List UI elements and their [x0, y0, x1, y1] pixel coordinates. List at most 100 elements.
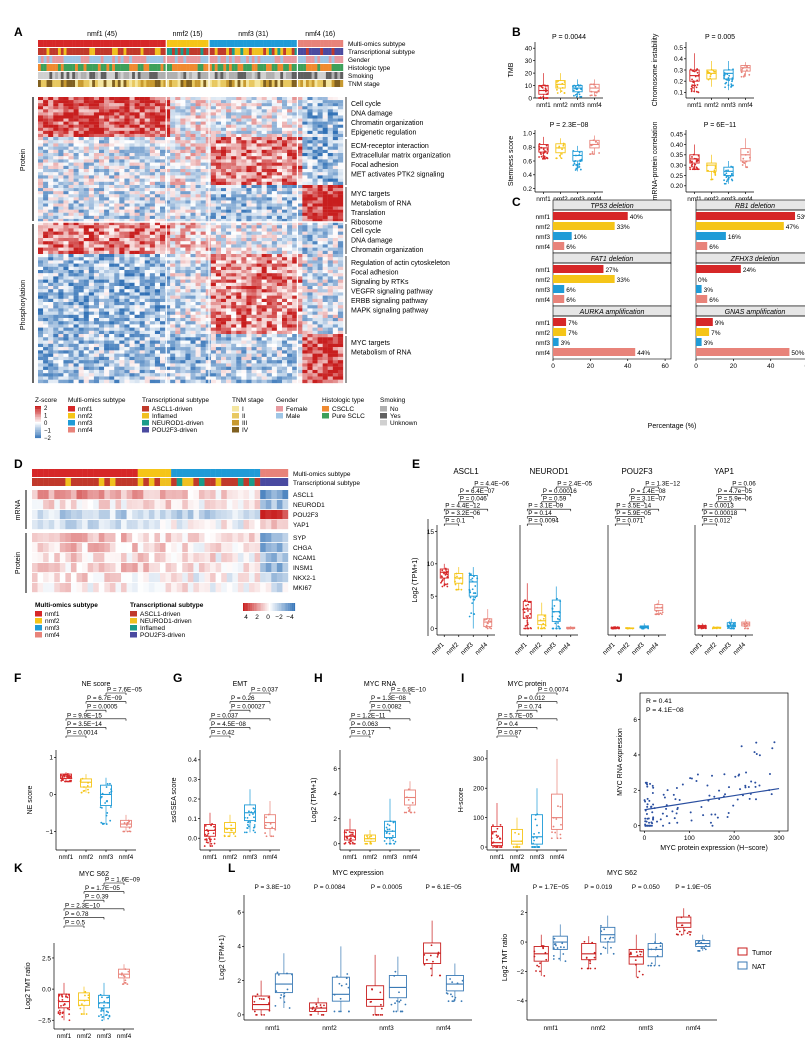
panelA-heat-cell [256, 118, 262, 122]
panelA-heat-cell [58, 200, 64, 204]
panelA-heat-cell [154, 130, 161, 135]
panelA-heat-cell [129, 100, 135, 104]
panelA-heat-cell [180, 238, 186, 242]
panelA-track-cell [129, 40, 133, 47]
panelA-heat-cell [317, 212, 323, 216]
panelA-heat-cell [261, 222, 267, 226]
panelA-heat-cell [210, 133, 217, 138]
panelA-heat-cell [210, 295, 217, 299]
panelA-heat-cell [307, 115, 313, 119]
panelA-heat-cell [53, 146, 59, 150]
panelA-heat-cell [236, 115, 242, 119]
panelA-heat-cell [144, 181, 150, 186]
panelA-heat-cell [332, 308, 339, 312]
panelA-heat-cell [307, 234, 313, 239]
panelA-heat-cell [43, 321, 49, 325]
panelA-heat-cell [53, 241, 59, 245]
panelA-heat-cell [53, 124, 59, 128]
panelA-heat-cell [200, 298, 206, 303]
panelA-heat-cell [251, 121, 257, 125]
panelA-heat-cell [63, 127, 69, 131]
panelA-track-cell [200, 48, 204, 55]
panelA-heat-cell [114, 286, 120, 290]
panelA-track-cell [60, 40, 64, 47]
panelA-heat-cell [175, 169, 181, 173]
panelA-heat-cell [99, 314, 105, 319]
panelA-heat-cell [241, 238, 247, 242]
panelA-heat-cell [83, 266, 89, 271]
panelA-track-cell [268, 64, 272, 71]
panelA-track-cell [254, 72, 258, 79]
panelA-heat-cell [266, 215, 272, 220]
panelA-heat-cell [221, 103, 227, 107]
panelA-heat-cell [246, 254, 252, 258]
panelA-heat-cell [170, 178, 176, 182]
panelA-heat-cell [124, 118, 130, 122]
panelA-heat-cell [109, 298, 115, 303]
panelA-heat-cell [170, 203, 176, 207]
panelA-heat-cell [266, 289, 272, 293]
panelA-heat-cell [170, 97, 176, 101]
panelA-heat-cell [38, 286, 44, 290]
panelA-track-cell [243, 64, 247, 71]
panelA-heat-cell [78, 215, 84, 220]
panelA-heat-cell [282, 254, 288, 258]
panelA-heat-cell [327, 234, 333, 239]
panelA-track-cell [60, 48, 64, 55]
panelA-heat-cell [271, 231, 278, 235]
panelA-heat-cell [297, 257, 303, 261]
panelA-heat-cell [327, 282, 333, 287]
panelA-heat-cell [38, 181, 44, 186]
panelA-heat-cell [251, 188, 257, 192]
panelA-heat-cell [200, 133, 206, 138]
panelA-track-cell [38, 72, 42, 79]
panelA-heat-cell [241, 270, 247, 274]
panelA-heat-cell [195, 175, 201, 179]
panelA-heat-cell [160, 127, 166, 131]
panelA-heat-cell [175, 305, 181, 309]
panelA-heat-cell [53, 321, 59, 325]
panelA-heat-cell [312, 279, 318, 283]
panelA-heat-cell [337, 286, 344, 290]
panelA-heat-cell [327, 305, 333, 309]
panelA-heat-cell [144, 286, 150, 290]
panelA-heat-cell [93, 97, 100, 101]
panelA-heat-cell [276, 298, 283, 303]
panelA-heat-cell [134, 218, 140, 223]
panelA-heat-cell [241, 97, 247, 101]
panelA-heat-cell [292, 225, 298, 229]
panelA-heat-cell [302, 127, 308, 131]
panelA-track-cell [109, 64, 113, 71]
panelA-heat-cell [236, 203, 242, 207]
panelA-track-cell [89, 40, 93, 47]
panelA-heat-cell [292, 97, 298, 101]
panelA-heat-cell [266, 137, 272, 141]
panelA-heat-cell [271, 218, 278, 223]
panelA-heat-cell [180, 318, 186, 322]
panelA-heat-cell [332, 130, 339, 135]
panelA-heat-cell [63, 97, 69, 101]
panelA-heat-cell [180, 302, 186, 306]
panelA-heat-cell [226, 127, 232, 131]
panelA-heat-cell [226, 286, 232, 290]
panelA-heat-cell [175, 231, 181, 235]
panelA-track-cell [260, 48, 264, 55]
panelA-heat-cell [200, 311, 206, 315]
panelA-heat-cell [160, 203, 166, 207]
panelA-heat-cell [78, 143, 84, 147]
panelA-heat-cell [312, 121, 318, 125]
panelA-heat-cell [48, 279, 54, 283]
panelA-heat-cell [190, 169, 196, 173]
panelA-heat-cell [292, 206, 298, 210]
panelA-heat-cell [58, 238, 64, 242]
panelA-heat-cell [170, 103, 176, 107]
panelA-heat-cell [256, 228, 262, 232]
panelA-heat-cell [124, 295, 130, 299]
panelA-heat-cell [302, 305, 308, 309]
panelA-heat-cell [276, 175, 283, 179]
panelA-heat-cell [332, 318, 339, 322]
panelA-heat-cell [109, 172, 115, 176]
panelA-heat-cell [78, 298, 84, 303]
panelA-track-cell [277, 72, 281, 79]
panelA-heat-cell [104, 181, 110, 186]
